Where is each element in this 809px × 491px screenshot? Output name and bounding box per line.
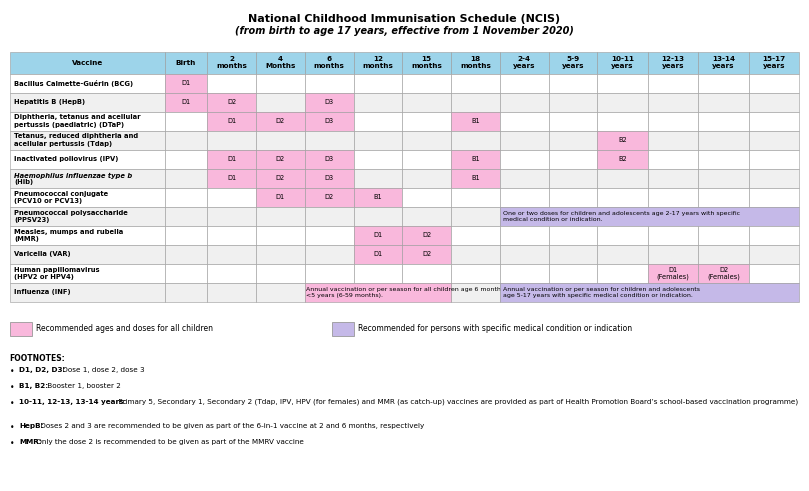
Text: Diphtheria, tetanus and acellular
pertussis (paediatric) (DTaP): Diphtheria, tetanus and acellular pertus…	[15, 114, 141, 128]
Text: D2
(Females): D2 (Females)	[707, 267, 740, 280]
Text: Pneumococcal conjugate
(PCV10 or PCV13): Pneumococcal conjugate (PCV10 or PCV13)	[15, 191, 108, 204]
Text: Measles, mumps and rubella
(MMR): Measles, mumps and rubella (MMR)	[15, 229, 124, 242]
Text: Vaccine: Vaccine	[72, 59, 103, 66]
Text: D1: D1	[227, 156, 236, 162]
Text: Only the dose 2 is recommended to be given as part of the MMRV vaccine: Only the dose 2 is recommended to be giv…	[34, 439, 304, 445]
Text: Influenza (INF): Influenza (INF)	[15, 290, 71, 296]
Text: Annual vaccination or per season for all children age 6 months to
<5 years (6-59: Annual vaccination or per season for all…	[307, 287, 513, 298]
Text: Birth: Birth	[176, 59, 197, 66]
Text: Hepatitis B (HepB): Hepatitis B (HepB)	[15, 99, 86, 105]
Text: 4
Months: 4 Months	[265, 56, 295, 69]
Text: MMR:: MMR:	[19, 439, 42, 445]
Text: Dose 1, dose 2, dose 3: Dose 1, dose 2, dose 3	[61, 367, 145, 373]
Text: D2: D2	[422, 232, 431, 238]
Text: D1: D1	[181, 99, 191, 105]
Text: •: •	[10, 423, 15, 432]
Text: Human papillomavirus
(HPV2 or HPV4): Human papillomavirus (HPV2 or HPV4)	[15, 267, 100, 280]
Text: (Hib): (Hib)	[15, 179, 33, 186]
Text: Inactivated poliovirus (IPV): Inactivated poliovirus (IPV)	[15, 156, 119, 162]
Text: D1: D1	[227, 175, 236, 181]
Text: B1: B1	[471, 175, 480, 181]
Text: B1: B1	[471, 118, 480, 124]
Text: D1
(Females): D1 (Females)	[657, 267, 689, 280]
Text: Varicella (VAR): Varicella (VAR)	[15, 251, 71, 257]
Text: D1: D1	[373, 251, 383, 257]
Text: D3: D3	[324, 156, 334, 162]
Text: Bacillus Calmette-Guérin (BCG): Bacillus Calmette-Guérin (BCG)	[15, 80, 133, 86]
Text: D1: D1	[227, 118, 236, 124]
Text: B1: B1	[471, 156, 480, 162]
Text: D3: D3	[324, 118, 334, 124]
Text: 12
months: 12 months	[362, 56, 393, 69]
Text: D2: D2	[422, 251, 431, 257]
Text: Primary 5, Secondary 1, Secondary 2 (Tdap, IPV, HPV (for females) and MMR (as ca: Primary 5, Secondary 1, Secondary 2 (Tda…	[116, 399, 798, 405]
Text: 10-11, 12-13, 13-14 years:: 10-11, 12-13, 13-14 years:	[19, 399, 127, 405]
Text: •: •	[10, 399, 15, 408]
Text: D2: D2	[276, 156, 285, 162]
Text: 2-4
years: 2-4 years	[513, 56, 536, 69]
Text: D2: D2	[227, 99, 236, 105]
Text: Booster 1, booster 2: Booster 1, booster 2	[45, 383, 121, 389]
Text: Tetanus, reduced diphtheria and
acellular pertussis (Tdap): Tetanus, reduced diphtheria and acellula…	[15, 134, 138, 147]
Text: Haemophilus influenzae type b: Haemophilus influenzae type b	[15, 173, 133, 179]
Text: D2: D2	[276, 175, 285, 181]
Text: D1: D1	[373, 232, 383, 238]
Text: 15
months: 15 months	[411, 56, 442, 69]
Text: (from birth to age 17 years, effective from 1 November 2020): (from birth to age 17 years, effective f…	[235, 26, 574, 35]
Text: 5-9
years: 5-9 years	[561, 56, 584, 69]
Text: 2
months: 2 months	[216, 56, 247, 69]
Text: 12-13
years: 12-13 years	[662, 56, 684, 69]
Text: 13-14
years: 13-14 years	[712, 56, 735, 69]
Text: National Childhood Immunisation Schedule (NCIS): National Childhood Immunisation Schedule…	[248, 14, 561, 24]
Text: 10-11
years: 10-11 years	[611, 56, 634, 69]
Text: B2: B2	[618, 156, 627, 162]
Text: D3: D3	[324, 99, 334, 105]
Text: HepB:: HepB:	[19, 423, 44, 429]
Text: •: •	[10, 383, 15, 392]
Text: D1: D1	[181, 80, 191, 86]
Text: FOOTNOTES:: FOOTNOTES:	[10, 354, 66, 362]
Text: 15-17
years: 15-17 years	[762, 56, 786, 69]
Text: One or two doses for children and adolescents age 2-17 years with specific
medic: One or two doses for children and adoles…	[502, 211, 740, 222]
Text: D1: D1	[276, 194, 285, 200]
Text: •: •	[10, 367, 15, 376]
Text: •: •	[10, 439, 15, 448]
Text: Pneumococcal polysaccharide
(PPSV23): Pneumococcal polysaccharide (PPSV23)	[15, 210, 128, 223]
Text: B1: B1	[374, 194, 382, 200]
Text: Doses 2 and 3 are recommended to be given as part of the 6-in-1 vaccine at 2 and: Doses 2 and 3 are recommended to be give…	[38, 423, 424, 429]
Text: Recommended ages and doses for all children: Recommended ages and doses for all child…	[36, 325, 213, 333]
Text: D1, D2, D3:: D1, D2, D3:	[19, 367, 66, 373]
Text: B2: B2	[618, 137, 627, 143]
Text: 6
months: 6 months	[314, 56, 345, 69]
Text: D3: D3	[324, 175, 334, 181]
Text: D2: D2	[276, 118, 285, 124]
Text: Recommended for persons with specific medical condition or indication: Recommended for persons with specific me…	[358, 325, 632, 333]
Text: 18
months: 18 months	[460, 56, 491, 69]
Text: Annual vaccination or per season for children and adolescents
age 5-17 years wit: Annual vaccination or per season for chi…	[502, 287, 700, 298]
Text: B1, B2:: B1, B2:	[19, 383, 49, 389]
Text: D2: D2	[324, 194, 334, 200]
